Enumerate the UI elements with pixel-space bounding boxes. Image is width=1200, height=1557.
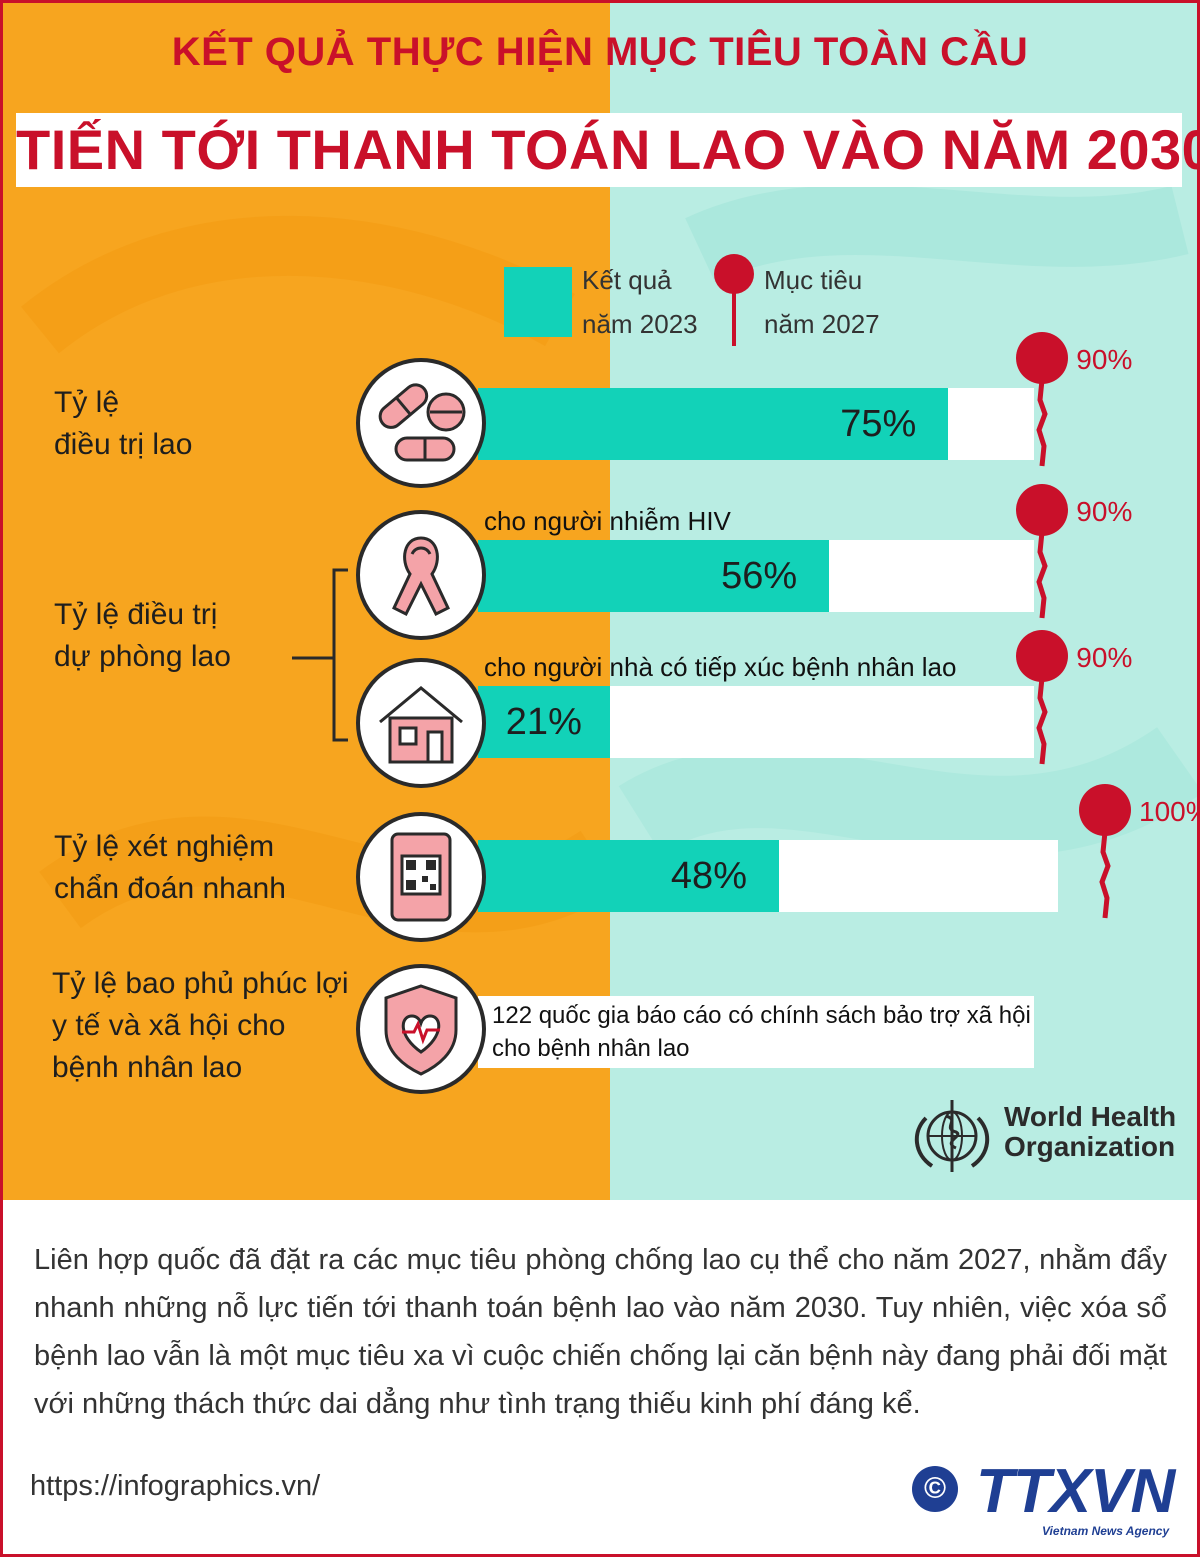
- welfare-note-line2: cho bệnh nhân lao: [492, 1035, 690, 1062]
- who-line1: World Health: [1004, 1101, 1177, 1132]
- bar-category-label: cho người nhà có tiếp xúc bệnh nhân lao: [484, 652, 957, 682]
- label-rapid-test-rate: Tỷ lệ xét nghiệm chẩn đoán nhanh: [54, 826, 286, 910]
- map-pin-icon: [1016, 332, 1069, 467]
- label-rapid-line1: Tỷ lệ xét nghiệm: [54, 830, 275, 863]
- bar-track: 75%: [478, 388, 1034, 460]
- label-preventive-line2: dự phòng lao: [54, 640, 231, 673]
- label-welfare-coverage: Tỷ lệ bao phủ phúc lợi y tế và xã hội ch…: [52, 963, 349, 1089]
- ttxvn-tagline: Vietnam News Agency: [1042, 1524, 1170, 1538]
- bar-result-2023: [478, 840, 779, 912]
- label-treatment-line2: điều trị lao: [54, 428, 193, 461]
- legend-result-line1: Kết quả: [582, 265, 672, 295]
- title-banner: TIẾN TỚI THANH TOÁN LAO VÀO NĂM 2030: [16, 113, 1200, 187]
- shield-heart-icon: [356, 964, 486, 1094]
- legend-target-label: Mục tiêu năm 2027: [764, 258, 880, 346]
- infographic-top-panel: KẾT QUẢ THỰC HIỆN MỤC TIÊU TOÀN CẦU TIẾN…: [0, 0, 1200, 1200]
- target-value-label: 90%: [1076, 496, 1133, 527]
- bar-track: 48%: [478, 840, 1058, 912]
- target-value-label: 90%: [1076, 642, 1133, 673]
- label-treatment-rate: Tỷ lệ điều trị lao: [54, 382, 192, 466]
- header-kicker: KẾT QUẢ THỰC HIỆN MỤC TIÊU TOÀN CẦU: [171, 30, 1029, 74]
- house-icon: [356, 658, 486, 788]
- label-preventive-rate: Tỷ lệ điều trị dự phòng lao: [54, 594, 231, 678]
- preventive-group-bracket: [292, 568, 348, 742]
- legend-target-line2: năm 2027: [764, 309, 880, 339]
- label-welfare-line3: bệnh nhân lao: [52, 1051, 243, 1084]
- label-welfare-line1: Tỷ lệ bao phủ phúc lợi: [52, 967, 349, 1000]
- bar-value-label: 75%: [840, 403, 917, 445]
- pills-icon: [356, 358, 486, 488]
- welfare-note: 122 quốc gia báo cáo có chính sách bảo t…: [492, 999, 1032, 1065]
- map-pin-icon: [1016, 484, 1069, 619]
- bar-result-2023: [478, 686, 610, 758]
- ttxvn-logo: TTXVN: [976, 1457, 1175, 1526]
- map-pin-icon: [1079, 784, 1131, 919]
- map-pin-icon: [714, 254, 754, 346]
- bar-track: 56%: [478, 540, 1034, 612]
- target-value-label: 100%: [1139, 796, 1200, 827]
- bar-value-label: 56%: [721, 555, 798, 597]
- legend-target-line1: Mục tiêu: [764, 265, 863, 295]
- who-emblem-icon: [915, 1100, 989, 1172]
- label-treatment-line1: Tỷ lệ: [54, 386, 120, 419]
- summary-paragraph: Liên hợp quốc đã đặt ra các mục tiêu phò…: [34, 1244, 1167, 1420]
- who-wordmark: World Health Organization: [1004, 1102, 1176, 1162]
- legend-result-label: Kết quả năm 2023: [582, 258, 698, 346]
- map-pin-icon: [1016, 630, 1069, 765]
- who-line2: Organization: [1004, 1131, 1176, 1162]
- qr-code-icon: [356, 812, 486, 942]
- label-preventive-line1: Tỷ lệ điều trị: [54, 598, 218, 631]
- label-rapid-line2: chẩn đoán nhanh: [54, 872, 286, 905]
- bar-track: 21%: [478, 686, 1034, 758]
- bar-category-label: cho người nhiễm HIV: [484, 506, 731, 536]
- legend-result-swatch: [504, 267, 572, 337]
- bar-result-2023: [478, 388, 949, 460]
- source-url[interactable]: https://infographics.vn/: [30, 1470, 321, 1502]
- welfare-note-line1: 122 quốc gia báo cáo có chính sách bảo t…: [492, 1002, 1031, 1029]
- ribbon-icon: [356, 510, 486, 640]
- page-title: TIẾN TỚI THANH TOÁN LAO VÀO NĂM 2030: [16, 118, 1200, 181]
- welfare-note-box: 122 quốc gia báo cáo có chính sách bảo t…: [478, 996, 1034, 1068]
- bar-result-2023: [478, 540, 830, 612]
- label-welfare-line2: y tế và xã hội cho: [52, 1009, 286, 1042]
- bar-value-label: 21%: [505, 701, 582, 743]
- bar-value-label: 48%: [670, 855, 747, 897]
- legend-result-line2: năm 2023: [582, 309, 698, 339]
- copyright-icon: ©: [912, 1466, 958, 1512]
- target-value-label: 90%: [1076, 344, 1133, 375]
